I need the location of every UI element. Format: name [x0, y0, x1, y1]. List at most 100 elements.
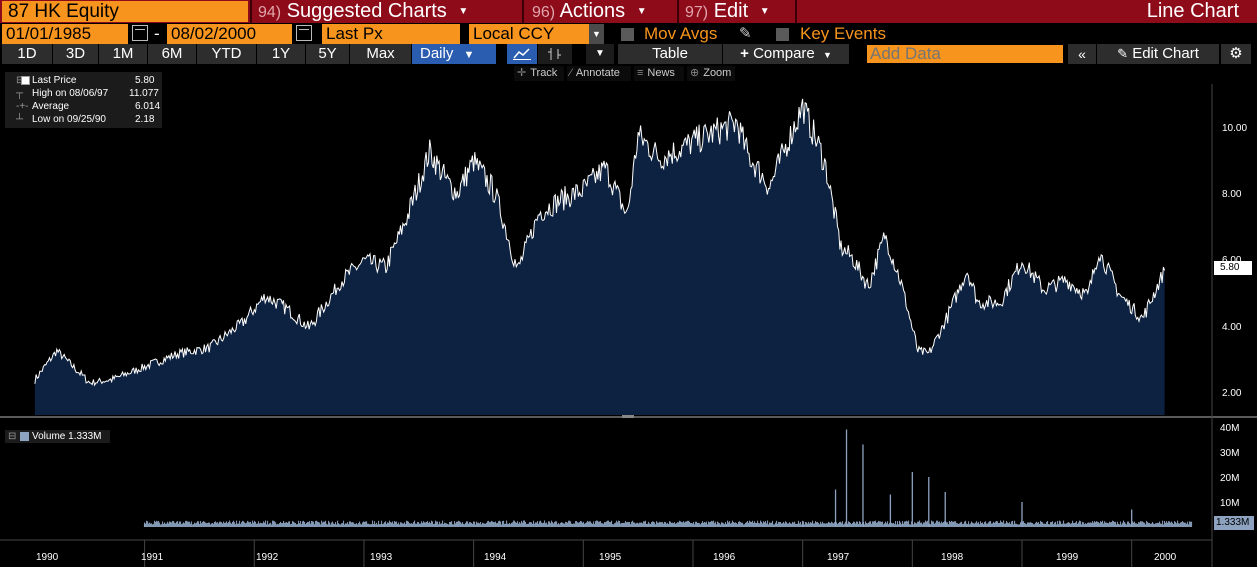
period-1m-button[interactable]: 1M [99, 44, 147, 64]
legend-label: Low on 09/25/90 [32, 114, 106, 125]
annotate-tool[interactable]: ⁄ Annotate [567, 66, 631, 81]
x-tick-label: 2000 [1154, 552, 1177, 563]
menu-label: Actions [559, 0, 626, 22]
pencil-icon[interactable]: ✎ [739, 25, 752, 42]
menu-label: Suggested Charts [286, 0, 447, 22]
annotate-icon: ⁄ [570, 67, 572, 79]
y-tick-label: 6.00 [1222, 255, 1241, 266]
x-tick-label: 1996 [713, 552, 736, 563]
y-tick-label: 8.00 [1222, 189, 1242, 200]
menu-label: Edit [713, 0, 749, 22]
price-legend: ⊟ Last Price 5.80 ┬ High on 08/06/97 11.… [5, 72, 162, 128]
menu-edit[interactable]: 97) Edit ▼ [685, 0, 770, 23]
table-button[interactable]: Table [618, 44, 722, 64]
x-tick-label: 1992 [256, 552, 279, 563]
track-tool[interactable]: ✛ Track [514, 66, 564, 81]
x-tick-label: 1994 [484, 552, 507, 563]
track-label: Track [530, 67, 558, 79]
title-bar [0, 0, 1257, 23]
legend-label: Average [32, 101, 70, 112]
expand-icon[interactable]: ⊟ [16, 74, 24, 87]
collapse-icon[interactable]: « [1068, 44, 1096, 64]
field-selector[interactable]: Last Px [322, 24, 460, 44]
menu-number: 94) [258, 4, 282, 21]
menu-separator [795, 0, 797, 23]
frequency-label: Daily [420, 45, 454, 62]
date-range-dash: - [154, 24, 160, 43]
gear-icon[interactable]: ⚙ [1221, 44, 1251, 64]
series-color-swatch [20, 432, 29, 441]
line-chart-icon[interactable] [507, 44, 537, 64]
start-date-field[interactable]: 01/01/1985 [2, 24, 128, 44]
menu-number: 97) [685, 4, 709, 21]
caret-down-icon: ▼ [822, 50, 832, 60]
expand-icon[interactable]: ⊟ [8, 431, 17, 442]
menu-suggested-charts[interactable]: 94) Suggested Charts ▼ [258, 0, 468, 23]
currency-dropdown-button[interactable]: ▼ [589, 24, 604, 44]
x-tick-label: 1998 [941, 552, 964, 563]
news-icon: ≡ [637, 67, 644, 79]
key-events-label[interactable]: Key Events [800, 24, 886, 43]
crosshair-icon: ✛ [517, 67, 527, 79]
last-price-tag: 5.80 [1214, 261, 1252, 275]
legend-average-row: -+- Average 6.014 [5, 100, 162, 113]
y-tick-label: 4.00 [1222, 322, 1242, 333]
add-data-input[interactable] [867, 45, 1063, 63]
menu-actions[interactable]: 96) Actions ▼ [532, 0, 647, 23]
compare-label: Compare [753, 45, 815, 62]
period-ytd-button[interactable]: YTD [197, 44, 256, 64]
pane-resize-handle [622, 415, 634, 418]
menu-number: 96) [532, 4, 556, 21]
period-1y-button[interactable]: 1Y [257, 44, 305, 64]
volume-legend-label: Volume 1.333M [32, 431, 102, 442]
x-tick-label: 1999 [1056, 552, 1079, 563]
caret-down-icon: ▼ [463, 49, 475, 61]
compare-button[interactable]: + Compare ▼ [723, 44, 849, 64]
x-tick-label: 1990 [36, 552, 59, 563]
menu-separator [522, 0, 524, 23]
chevron-down-icon: ▼ [636, 6, 647, 18]
annotate-label: Annotate [575, 67, 620, 79]
x-tick-label: 1997 [827, 552, 850, 563]
chevron-down-icon: ▼ [759, 6, 770, 18]
y-tick-label: 2.00 [1222, 388, 1242, 399]
period-6m-button[interactable]: 6M [148, 44, 196, 64]
zoom-icon: ⊕ [690, 67, 700, 79]
series-color-swatch [21, 76, 30, 85]
ticker-field[interactable]: 87 HK Equity [2, 1, 248, 22]
last-volume-tag: 1.333M [1214, 516, 1254, 530]
x-tick-label: 1993 [370, 552, 393, 563]
key-events-checkbox[interactable] [776, 28, 789, 41]
volume-tick-label: 40M [1220, 423, 1240, 434]
edit-chart-label: Edit Chart [1132, 45, 1199, 62]
news-label: News [647, 67, 675, 79]
end-date-field[interactable]: 08/02/2000 [167, 24, 292, 44]
calendar-icon[interactable] [296, 25, 312, 41]
calendar-icon[interactable] [132, 25, 148, 41]
price-area-fill [34, 98, 1165, 416]
legend-value: 2.18 [135, 114, 155, 125]
menu-separator [250, 0, 252, 23]
period-3d-button[interactable]: 3D [53, 44, 98, 64]
zoom-tool[interactable]: ⊕ Zoom [687, 66, 735, 81]
period-1d-button[interactable]: 1D [2, 44, 52, 64]
legend-low-row: ┴ Low on 09/25/90 2.18 [5, 113, 162, 126]
legend-last-price-row: ⊟ Last Price 5.80 [5, 74, 162, 87]
bar-chart-icon[interactable] [538, 44, 572, 64]
chart-type-dropdown[interactable]: ▼ [586, 44, 614, 64]
mov-avgs-label[interactable]: Mov Avgs [644, 24, 718, 43]
currency-selector[interactable]: Local CCY [469, 24, 589, 44]
mov-avgs-checkbox[interactable] [621, 28, 634, 41]
period-max-button[interactable]: Max [350, 44, 411, 64]
edit-chart-button[interactable]: ✎ Edit Chart [1097, 44, 1219, 64]
legend-high-row: ┬ High on 08/06/97 11.077 [5, 87, 162, 100]
news-tool[interactable]: ≡ News [634, 66, 684, 81]
zoom-label: Zoom [703, 67, 732, 79]
period-5y-button[interactable]: 5Y [306, 44, 349, 64]
average-marker-icon: -+- [16, 101, 29, 112]
window-title: Line Chart [1146, 0, 1239, 22]
frequency-dropdown[interactable]: Daily ▼ [412, 44, 496, 64]
legend-value: 6.014 [135, 101, 161, 112]
volume-tick-label: 30M [1220, 448, 1240, 459]
